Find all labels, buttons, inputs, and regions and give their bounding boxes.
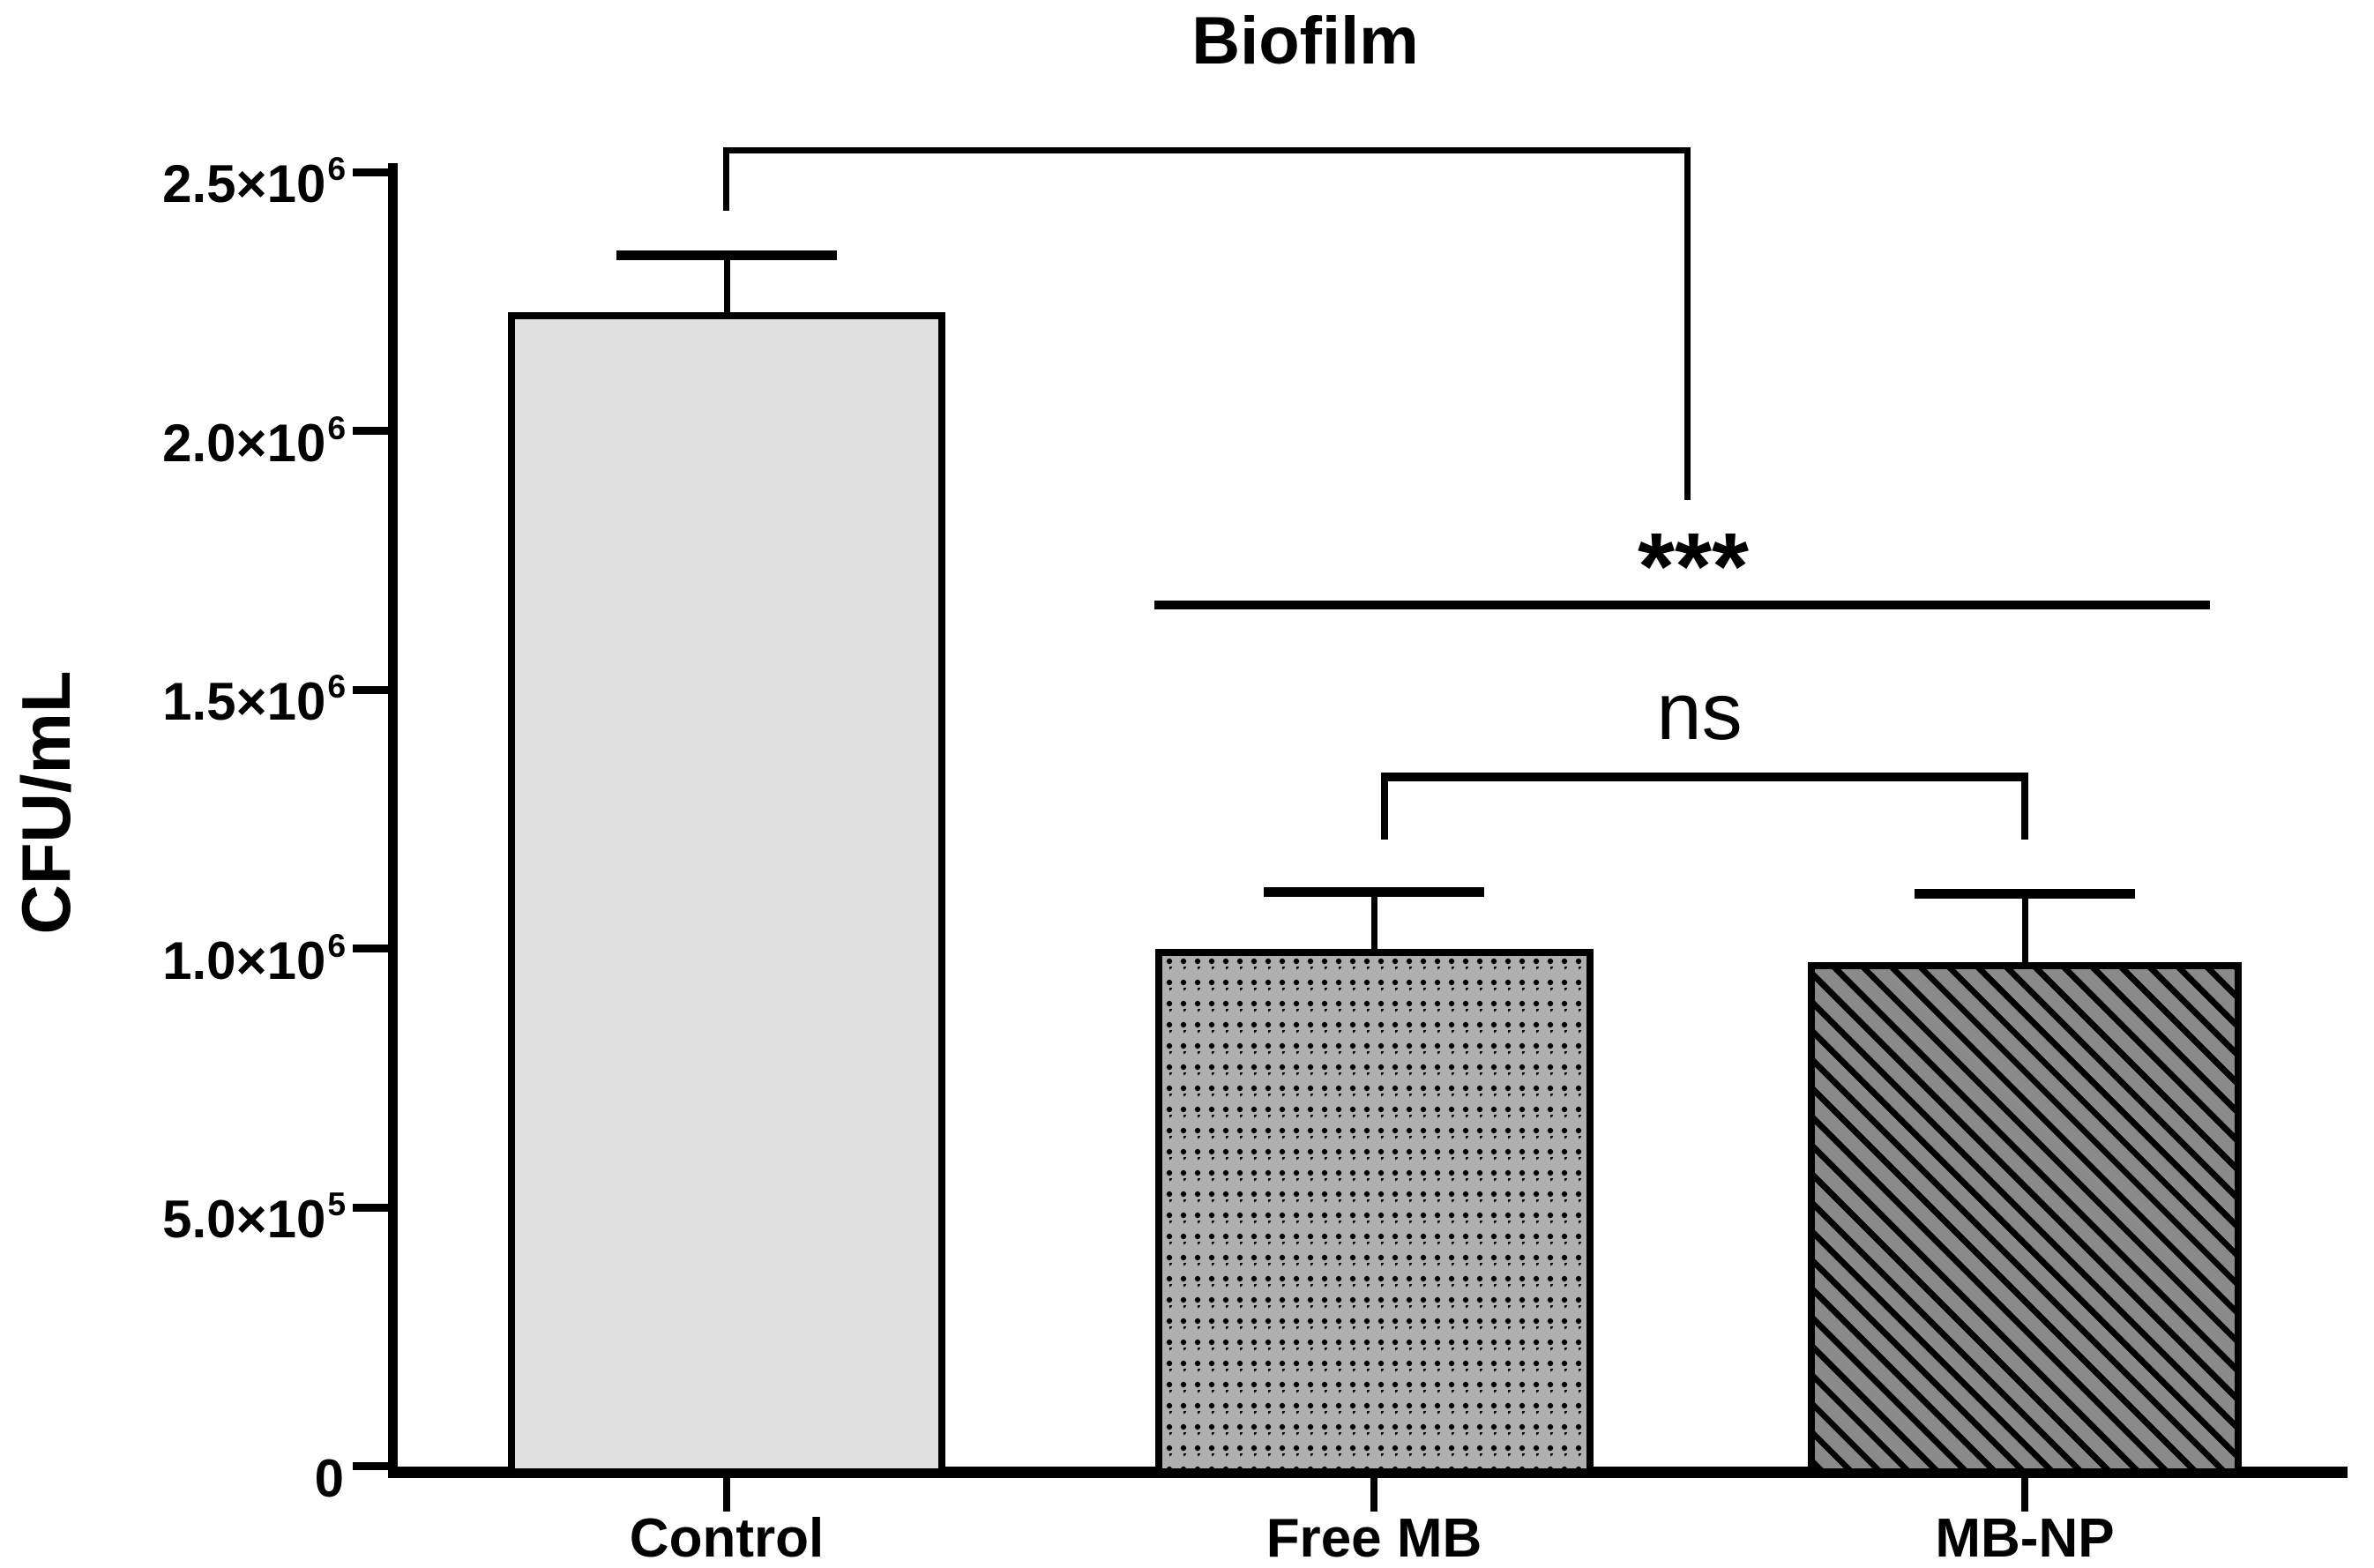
- y-tick-label-2e6-text: 2.0×10: [162, 414, 326, 473]
- x-label-control: Control: [629, 1508, 825, 1568]
- x-tick-mb-np: [2021, 1478, 2028, 1512]
- y-tick-1.5e6: [353, 686, 392, 694]
- y-tick-label-2.5e6-exp: 6: [327, 149, 346, 187]
- y-tick-label-1.5e6: 1.5×106: [26, 654, 346, 731]
- y-tick-label-0: 0: [26, 1431, 346, 1508]
- y-axis-title: CFU/mL: [7, 670, 85, 935]
- sig-bracket-top-right-drop: [1684, 147, 1691, 500]
- y-tick-label-1.5e6-exp: 6: [327, 667, 346, 705]
- y-tick-label-2.5e6-text: 2.5×10: [162, 154, 326, 213]
- x-label-mb-np: MB-NP: [1935, 1508, 2115, 1568]
- y-tick-label-5e5-text: 5.0×10: [162, 1190, 326, 1249]
- y-tick-1e6: [353, 945, 392, 952]
- error-bar-stem-mb-np: [2022, 894, 2028, 962]
- y-tick-label-2e6-exp: 6: [327, 408, 346, 446]
- y-tick-2e6: [353, 427, 392, 435]
- error-bar-stem-control: [724, 256, 730, 312]
- chart-title: Biofilm: [1191, 4, 1419, 78]
- error-bar-cap-control: [616, 250, 837, 260]
- ns-bracket-left-drop: [1381, 773, 1388, 840]
- x-tick-free-mb: [1370, 1478, 1377, 1512]
- y-tick-label-1.5e6-text: 1.5×10: [162, 672, 326, 731]
- sig-bracket-top-horizontal: [723, 147, 1691, 153]
- sig-group-line: [1154, 601, 2210, 609]
- y-tick-label-5e5-exp: 5: [327, 1184, 346, 1222]
- bar-control: [508, 312, 945, 1475]
- x-label-free-mb: Free MB: [1265, 1508, 1482, 1568]
- y-tick-5e5: [353, 1204, 392, 1212]
- error-bar-cap-free-mb: [1264, 887, 1484, 897]
- x-tick-control: [723, 1478, 730, 1512]
- y-tick-label-1e6-exp: 6: [327, 926, 346, 964]
- y-tick-label-5e5: 5.0×105: [26, 1172, 346, 1249]
- ns-bracket-horizontal: [1381, 773, 2028, 781]
- y-tick-label-1e6: 1.0×106: [26, 914, 346, 990]
- bar-free-mb: [1155, 949, 1594, 1475]
- sig-bracket-top-left-drop: [723, 147, 729, 211]
- error-bar-cap-mb-np: [1915, 889, 2135, 899]
- bar-mb-np: [1808, 962, 2242, 1475]
- y-tick-2.5e6: [353, 168, 392, 176]
- ns-label: ns: [1656, 667, 1743, 757]
- ns-bracket-right-drop: [2021, 773, 2028, 840]
- y-tick-0: [353, 1462, 392, 1470]
- y-tick-label-1e6-text: 1.0×10: [162, 931, 326, 990]
- y-tick-label-2e6: 2.0×106: [26, 396, 346, 473]
- y-tick-label-2.5e6: 2.5×106: [26, 137, 346, 213]
- y-tick-label-0-text: 0: [314, 1449, 344, 1508]
- significance-stars: ***: [1637, 512, 1750, 619]
- error-bar-stem-free-mb: [1371, 892, 1377, 949]
- y-axis-line: [388, 163, 398, 1478]
